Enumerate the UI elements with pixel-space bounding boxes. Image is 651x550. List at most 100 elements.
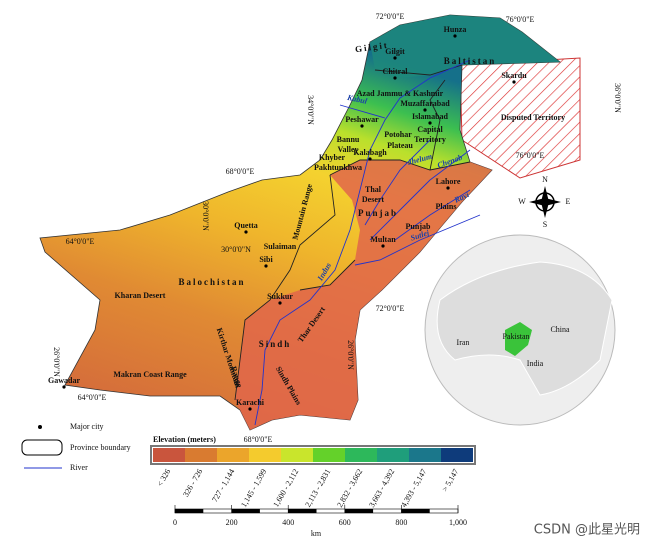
elevation-swatch (345, 448, 377, 462)
elevation-class-label: 326 - 726 (181, 467, 204, 498)
inset-label: China (550, 325, 570, 334)
coordinate-label: 26°0'0"N (52, 347, 61, 377)
elevation-class-label: 3,663 - 4,392 (367, 467, 396, 508)
coordinate-label: 64°0'0"E (66, 237, 95, 246)
map-label: Thal (365, 185, 382, 194)
boundary-symbol (21, 439, 63, 456)
coordinate-label: 72°0'0"E (376, 12, 405, 21)
legend-title: Elevation (meters) (153, 435, 216, 444)
elevation-swatch (409, 448, 441, 462)
map-label: Karachi (236, 398, 265, 407)
map-label: Gilgit (385, 47, 405, 56)
city-dot (264, 264, 268, 268)
coordinate-label: 36°0'0"N (613, 83, 622, 113)
map-label: Punjab (358, 208, 398, 218)
scale-tick-label: 400 (282, 518, 294, 527)
map-label: Territory (414, 135, 446, 144)
map-label: Plateau (387, 141, 413, 150)
compass-label: S (543, 220, 547, 229)
scale-tick-label: 800 (395, 518, 407, 527)
scale-segment (288, 509, 317, 513)
city-symbol (38, 425, 42, 429)
disputed-area (459, 57, 581, 179)
map-label: Sukkur (267, 292, 293, 301)
legend-item: Major city (70, 422, 104, 431)
north-arrow (529, 186, 561, 218)
inset-globe (424, 234, 616, 426)
map-label: Desert (362, 195, 385, 204)
coordinate-label: 76°0'0"E (506, 15, 535, 24)
coordinate-label: 68°0'0"E (226, 167, 255, 176)
map-label: Pakhtunkhwa (314, 163, 362, 172)
city-dot (393, 56, 397, 60)
coordinate-label: 30°0'0"N (221, 245, 251, 254)
map-label: Sibi (259, 255, 273, 264)
watermark: CSDN @此星光明 (534, 523, 640, 538)
coordinate-label: 68°0'0"E (244, 435, 273, 444)
map-label: Skardu (501, 71, 527, 80)
city-dot (381, 244, 385, 248)
elevation-class-label: 2,832 - 3,662 (335, 467, 364, 508)
elevation-class-label: 1,145 - 1,599 (239, 467, 268, 508)
map-label: Bannu (337, 135, 360, 144)
inset-label: India (527, 359, 544, 368)
city-dot (393, 76, 397, 80)
coordinate-label: 30°0'0"N (201, 201, 210, 231)
inset-label: Iran (457, 338, 470, 347)
city-dot (62, 385, 66, 389)
map-label: Baltistan (444, 56, 497, 66)
map-label: Sulaiman (264, 242, 297, 251)
city-dot (446, 186, 450, 190)
map-label: Quetta (234, 221, 258, 230)
map-label: Multan (370, 235, 396, 244)
map-label: Lahore (436, 177, 461, 186)
city-dot (428, 121, 432, 125)
map-label: Islamabad (412, 112, 449, 121)
elevation-class-label: > 5,147 (440, 467, 460, 493)
elevation-swatch (185, 448, 217, 462)
scale-tick-label: 1,000 (449, 518, 467, 527)
plains-shade (235, 160, 492, 430)
map-label: Punjab (406, 222, 431, 231)
city-dot (512, 80, 516, 84)
high-mountains (370, 15, 560, 78)
scale-tick-label: 200 (226, 518, 238, 527)
map-label: Azad Jammu & Kashmir (357, 89, 444, 98)
elevation-class-label: < 326 (155, 467, 172, 488)
coordinate-label: 72°0'0"E (376, 304, 405, 313)
compass-label: W (518, 197, 526, 206)
coordinate-label: 64°0'0"E (78, 393, 107, 402)
map-label: Makran Coast Range (113, 370, 187, 379)
elevation-swatch (441, 448, 473, 462)
map-label: Sindh (259, 339, 292, 349)
scale-segment (231, 509, 260, 513)
scale-segment (175, 509, 204, 513)
elevation-swatch (313, 448, 345, 462)
city-dot (453, 34, 457, 38)
elevation-swatch (281, 448, 313, 462)
city-dot (360, 124, 364, 128)
rivers (254, 59, 481, 426)
elevation-swatch (153, 448, 185, 462)
map-label: Kalabagh (353, 148, 387, 157)
color-bar-frame (150, 445, 476, 465)
scale-tick-label: 0 (173, 518, 177, 527)
compass-label: N (542, 175, 548, 184)
scale-segment (344, 509, 374, 513)
map-label: Gilgit (354, 40, 389, 55)
map-label: Hunza (444, 25, 467, 34)
elevation-class-label: 727 - 1,144 (210, 467, 236, 503)
city-dot (248, 407, 252, 411)
map-label: Plains (436, 202, 457, 211)
map-label: Gawadar (48, 376, 80, 385)
city-dot (278, 301, 282, 305)
elevation-class-label: 2,113 - 2,831 (303, 467, 332, 508)
map-label: Kharan Desert (115, 291, 166, 300)
elevation-class-label: 1,600 - 2,112 (271, 467, 300, 508)
elevation-swatch (217, 448, 249, 462)
map-label: Khyber (319, 153, 346, 162)
compass-label: E (566, 197, 571, 206)
legend-item: River (70, 463, 88, 472)
map-label: Disputed Territory (501, 113, 565, 122)
